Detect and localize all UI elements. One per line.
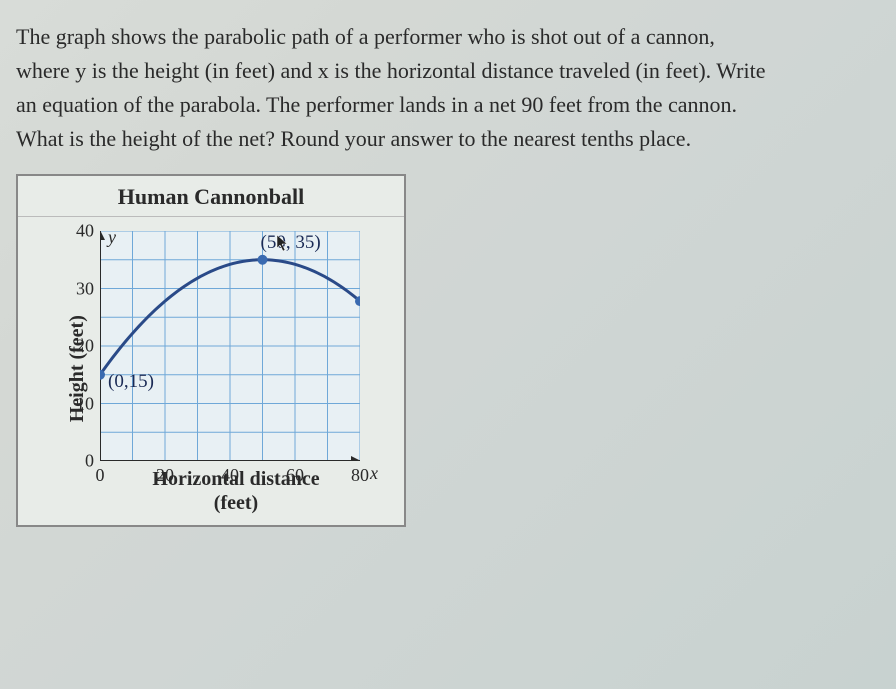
x-axis-variable: x [370, 463, 378, 484]
x-tick-label: 40 [221, 465, 239, 486]
problem-line-4: What is the height of the net? Round you… [16, 122, 884, 156]
y-tick-label: 20 [76, 336, 94, 357]
y-tick-label: 40 [76, 221, 94, 242]
y-tick-label: 0 [85, 451, 94, 472]
problem-line-1: The graph shows the parabolic path of a … [16, 20, 884, 54]
x-tick-label: 80 [351, 465, 369, 486]
start-point-label: (0,15) [108, 371, 154, 393]
plot-area: 010203040020406080 yx(0,15)(50, 35) [100, 231, 380, 461]
y-axis-variable: y [108, 227, 116, 248]
x-tick-label: 0 [96, 465, 105, 486]
x-tick-label: 60 [286, 465, 304, 486]
x-axis-label-line2: (feet) [78, 491, 394, 515]
y-tick-label: 30 [76, 278, 94, 299]
chart-title: Human Cannonball [18, 176, 404, 217]
cursor-icon [275, 234, 291, 252]
problem-line-2: where y is the height (in feet) and x is… [16, 54, 884, 88]
y-tick-label: 10 [76, 393, 94, 414]
chart-body: Height (feet) 010203040020406080 yx(0,15… [18, 217, 404, 525]
vertex-point-label: (50, 35) [261, 232, 321, 254]
problem-line-3: an equation of the parabola. The perform… [16, 88, 884, 122]
problem-text: The graph shows the parabolic path of a … [16, 20, 884, 156]
chart-container: Human Cannonball Height (feet) 010203040… [16, 174, 406, 527]
plot-svg [100, 231, 360, 461]
x-tick-label: 20 [156, 465, 174, 486]
